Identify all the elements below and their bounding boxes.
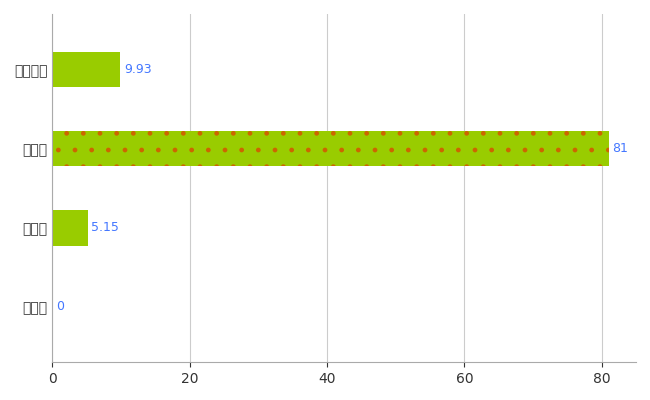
Bar [52, 131, 608, 166]
Text: 9.93: 9.93 [124, 63, 151, 76]
Text: 5.15: 5.15 [91, 221, 119, 234]
Bar [52, 52, 120, 87]
Bar [52, 210, 88, 246]
Text: 0: 0 [56, 300, 64, 314]
Text: 81: 81 [612, 142, 628, 155]
